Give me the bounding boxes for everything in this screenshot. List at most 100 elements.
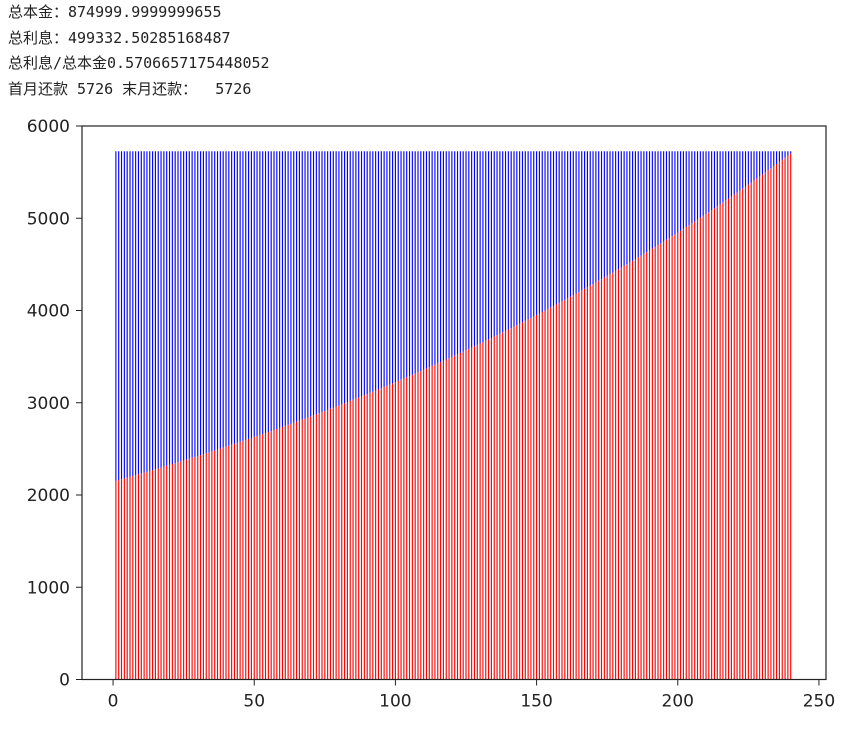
interest-bar [544, 151, 546, 311]
interest-bar [657, 151, 659, 246]
interest-bar [584, 151, 586, 289]
interest-bar [185, 151, 188, 460]
principal-bar [651, 248, 653, 680]
interest-bar [646, 151, 648, 253]
principal-bar [456, 354, 459, 680]
interest-bar [366, 151, 368, 394]
principal-bar [739, 190, 741, 680]
principal-bar [507, 329, 509, 680]
interest-bar [541, 151, 543, 312]
principal-bar [544, 310, 546, 680]
principal-bar [225, 446, 227, 680]
principal-bar [674, 234, 676, 680]
principal-bar [428, 367, 430, 680]
principal-bar [747, 184, 749, 680]
principal-bar [434, 364, 436, 680]
interest-bar [157, 151, 159, 469]
interest-bar [696, 151, 699, 220]
principal-bar [617, 269, 620, 680]
principal-bar [166, 465, 168, 680]
interest-bar [290, 151, 292, 424]
principal-bar [620, 267, 622, 680]
interest-bar [442, 151, 444, 361]
principal-bar [262, 434, 264, 680]
principal-bar [555, 304, 557, 680]
interest-bar [279, 151, 281, 428]
principal-bar [770, 168, 772, 680]
interest-bar [377, 151, 380, 390]
principal-bar [663, 241, 665, 680]
interest-bar [126, 151, 128, 478]
principal-bar [420, 371, 422, 680]
principal-bar [790, 153, 792, 680]
principal-bar [437, 363, 439, 680]
principal-bar [425, 368, 428, 680]
principal-bar [216, 449, 219, 680]
principal-bar [465, 350, 467, 680]
principal-bar [315, 414, 317, 680]
principal-bar [281, 426, 284, 680]
interest-bar [713, 151, 716, 209]
interest-ratio-text: 总利息/总本金0.5706657175448052 [8, 54, 270, 72]
principal-bar [569, 296, 572, 680]
principal-bar [403, 378, 405, 680]
interest-bar [764, 151, 766, 173]
interest-bar [216, 151, 219, 450]
interest-bar [538, 151, 540, 314]
principal-bar [369, 392, 371, 680]
principal-bar [143, 472, 145, 680]
interest-bar [728, 151, 730, 199]
principal-bar [581, 290, 583, 680]
principal-bar [632, 260, 634, 680]
principal-bar [284, 425, 286, 680]
interest-bar [451, 151, 453, 357]
interest-bar [120, 151, 123, 480]
interest-bar [344, 151, 346, 404]
principal-bar [279, 427, 281, 680]
principal-bar [273, 429, 275, 680]
principal-bar [493, 336, 495, 680]
principal-bar [377, 389, 380, 680]
interest-bar [476, 151, 478, 345]
principal-bar [719, 204, 721, 680]
principal-bar [442, 360, 444, 680]
principal-bar [688, 225, 690, 680]
principal-bar [256, 435, 258, 680]
interest-bar [722, 151, 724, 203]
interest-bar [349, 151, 351, 401]
interest-bar [335, 151, 337, 407]
principal-bar [310, 416, 312, 680]
interest-bar [623, 151, 625, 266]
principal-bar [462, 351, 464, 680]
interest-bar [778, 151, 780, 162]
interest-bar [414, 151, 416, 374]
principal-bar [312, 415, 315, 680]
principal-bar [730, 196, 732, 680]
interest-bar [307, 151, 309, 418]
interest-bar [180, 151, 182, 462]
principal-bar [482, 342, 484, 680]
interest-bar [685, 151, 687, 228]
principal-bar [440, 362, 442, 680]
interest-bar [248, 151, 250, 439]
interest-bar [465, 151, 467, 351]
principal-bar [600, 279, 603, 680]
principal-bar [578, 291, 580, 680]
principal-bar [742, 188, 744, 680]
interest-bar [262, 151, 264, 435]
interest-bar [555, 151, 557, 305]
interest-bar [118, 151, 120, 481]
interest-bar [620, 151, 622, 268]
principal-bar [233, 443, 236, 680]
principal-bar [168, 464, 171, 680]
interest-bar [233, 151, 236, 444]
principal-bar [536, 314, 538, 680]
x-tick-label: 150 [520, 692, 552, 712]
interest-bar [135, 151, 137, 476]
interest-bar [742, 151, 744, 189]
interest-bar [329, 151, 332, 409]
interest-bar [431, 151, 433, 366]
principal-bar [231, 444, 233, 680]
principal-bar [205, 453, 207, 680]
principal-bar [499, 333, 501, 680]
